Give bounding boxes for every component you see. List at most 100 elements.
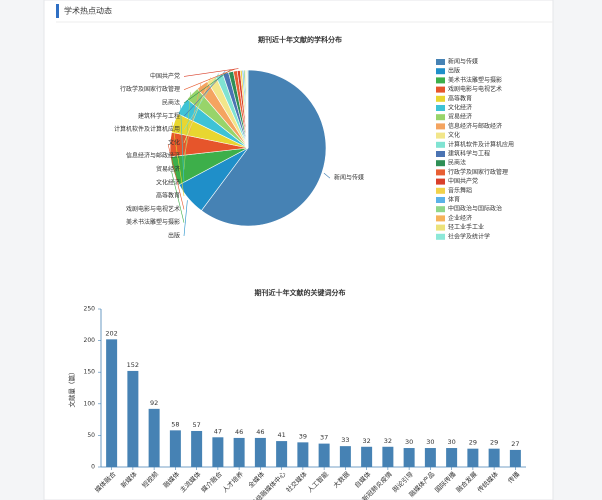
legend-swatch <box>436 160 445 167</box>
legend-label: 文化经济 <box>448 104 472 112</box>
legend-label: 社会学及统计学 <box>448 232 490 240</box>
slice-label: 中国共产党 <box>150 72 180 80</box>
legend-swatch <box>436 68 445 75</box>
bar <box>403 448 415 467</box>
legend-label: 信息经济与邮政经济 <box>448 122 502 130</box>
value-label: 46 <box>235 428 243 436</box>
value-label: 30 <box>426 438 434 446</box>
legend-label: 出版 <box>448 67 460 75</box>
legend-label: 行政学及国家行政管理 <box>448 168 508 176</box>
legend-swatch <box>436 169 445 176</box>
leader-line <box>183 69 231 104</box>
leader-line <box>172 122 185 197</box>
slice-label: 行政学及国家行政管理 <box>120 85 180 93</box>
bar <box>254 437 266 467</box>
leader-line <box>183 73 219 130</box>
legend-swatch <box>436 151 445 157</box>
value-label: 152 <box>127 361 139 369</box>
leader-line <box>183 83 202 157</box>
legend-swatch <box>436 86 445 93</box>
leader-line <box>167 144 185 210</box>
bar <box>297 442 309 467</box>
value-label: 41 <box>277 431 285 439</box>
legend-swatch <box>436 123 445 130</box>
slice-label: 高等教育 <box>156 192 180 200</box>
bar <box>446 448 458 467</box>
bar <box>318 443 330 467</box>
legend-swatch <box>436 178 445 185</box>
value-label: 32 <box>362 437 370 445</box>
leader-line <box>171 171 185 223</box>
bar <box>233 437 245 467</box>
header-bar <box>56 4 59 18</box>
legend-label: 文化 <box>448 131 460 139</box>
legend-label: 戏剧电影与电视艺术 <box>448 85 502 93</box>
slice-label: 民商法 <box>162 99 180 107</box>
legend-swatch <box>436 206 445 213</box>
slice-label: 出版 <box>168 232 180 240</box>
bar <box>106 339 118 467</box>
chart-title: 期刊近十年文献的学科分布 <box>258 35 342 44</box>
bar <box>339 446 351 467</box>
legend-swatch <box>436 197 445 203</box>
slice-label: 文化经济 <box>156 178 180 186</box>
value-label: 33 <box>341 436 349 444</box>
legend-label: 音乐舞蹈 <box>448 186 472 194</box>
slice-label: 文化 <box>168 138 180 146</box>
slice-label: 建筑科学与工程 <box>138 112 180 120</box>
legend-label: 中国政治与国际政治 <box>448 205 502 213</box>
legend-label: 美术书法雕塑与摄影 <box>448 76 502 84</box>
legend-swatch <box>436 233 445 240</box>
legend-label: 建筑科学与工程 <box>448 150 490 158</box>
legend-label: 贸易经济 <box>448 113 472 121</box>
legend-label: 体育 <box>448 196 460 204</box>
legend-swatch <box>436 132 445 139</box>
bar <box>424 448 436 467</box>
value-label: 92 <box>150 399 158 407</box>
leader-line <box>183 92 191 170</box>
slice-label: 贸易经济 <box>156 165 180 173</box>
legend-label: 中国共产党 <box>448 177 478 185</box>
bar <box>509 449 521 467</box>
bar <box>127 370 139 467</box>
legend-swatch <box>436 59 445 65</box>
value-label: 39 <box>299 432 307 440</box>
legend-swatch <box>436 105 445 111</box>
value-label: 202 <box>105 329 117 337</box>
leader-line <box>183 68 236 90</box>
leader-line <box>323 172 331 179</box>
y-tick-label: 250 <box>84 306 96 313</box>
value-label: 58 <box>171 420 179 428</box>
value-label: 47 <box>214 427 222 435</box>
legend-label: 计算机软件及计算机应用 <box>448 140 514 148</box>
bar <box>276 441 288 467</box>
legend-swatch <box>436 215 445 222</box>
header-title: 学术热点动态 <box>64 6 112 16</box>
bar <box>212 437 224 467</box>
legend-swatch <box>436 95 445 102</box>
y-tick-label: 200 <box>84 337 96 344</box>
pie-slice <box>246 69 249 149</box>
value-label: 37 <box>320 434 328 442</box>
slice-label: 戏剧电影与电视艺术 <box>126 205 180 213</box>
bar <box>467 448 479 467</box>
legend-swatch <box>436 77 445 84</box>
value-label: 46 <box>256 428 264 436</box>
leader-line <box>183 68 239 77</box>
value-label: 30 <box>447 438 455 446</box>
legend-label: 企业经济 <box>448 214 472 222</box>
slice-label: 新闻与传媒 <box>334 174 364 182</box>
value-label: 29 <box>469 439 477 447</box>
y-tick-label: 100 <box>84 400 96 407</box>
slice-label: 信息经济与邮政经济 <box>126 152 180 160</box>
legend-label: 新闻与传媒 <box>448 58 478 66</box>
panel <box>43 0 554 500</box>
pie-slice <box>201 69 327 227</box>
bar <box>361 446 373 467</box>
bar <box>148 408 160 467</box>
value-label: 29 <box>490 439 498 447</box>
y-axis-label: 文献量（篇） <box>67 369 76 408</box>
value-label: 32 <box>384 437 392 445</box>
